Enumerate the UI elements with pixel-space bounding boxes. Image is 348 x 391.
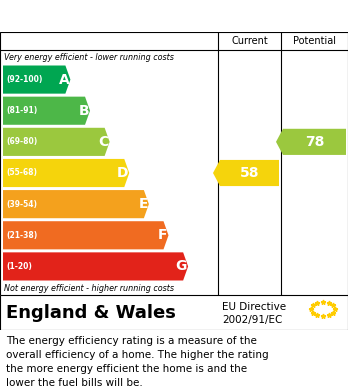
Text: A: A (59, 73, 69, 86)
Polygon shape (3, 159, 129, 187)
Text: D: D (117, 166, 128, 180)
Text: B: B (78, 104, 89, 118)
Text: Potential: Potential (293, 36, 336, 46)
Text: The energy efficiency rating is a measure of the
overall efficiency of a home. T: The energy efficiency rating is a measur… (6, 336, 269, 388)
Polygon shape (3, 221, 168, 249)
Text: G: G (176, 260, 187, 273)
Text: (55-68): (55-68) (6, 169, 37, 178)
Text: Current: Current (231, 36, 268, 46)
Polygon shape (3, 66, 70, 93)
Text: F: F (158, 228, 167, 242)
Text: 78: 78 (305, 135, 324, 149)
Text: (81-91): (81-91) (6, 106, 37, 115)
Text: E: E (139, 197, 148, 211)
Polygon shape (3, 128, 110, 156)
Polygon shape (213, 160, 279, 186)
Text: (1-20): (1-20) (6, 262, 32, 271)
Text: C: C (98, 135, 109, 149)
Text: (69-80): (69-80) (6, 137, 37, 146)
Text: 2002/91/EC: 2002/91/EC (222, 314, 282, 325)
Text: Not energy efficient - higher running costs: Not energy efficient - higher running co… (4, 284, 174, 293)
Text: (21-38): (21-38) (6, 231, 37, 240)
Text: (39-54): (39-54) (6, 200, 37, 209)
Text: England & Wales: England & Wales (6, 303, 176, 321)
Text: EU Directive: EU Directive (222, 302, 286, 312)
Text: 58: 58 (240, 166, 259, 180)
Polygon shape (3, 252, 188, 280)
Polygon shape (3, 97, 90, 125)
Text: Very energy efficient - lower running costs: Very energy efficient - lower running co… (4, 52, 174, 61)
Text: (92-100): (92-100) (6, 75, 42, 84)
Polygon shape (3, 190, 149, 218)
Text: Energy Efficiency Rating: Energy Efficiency Rating (132, 9, 348, 23)
Polygon shape (276, 129, 346, 155)
